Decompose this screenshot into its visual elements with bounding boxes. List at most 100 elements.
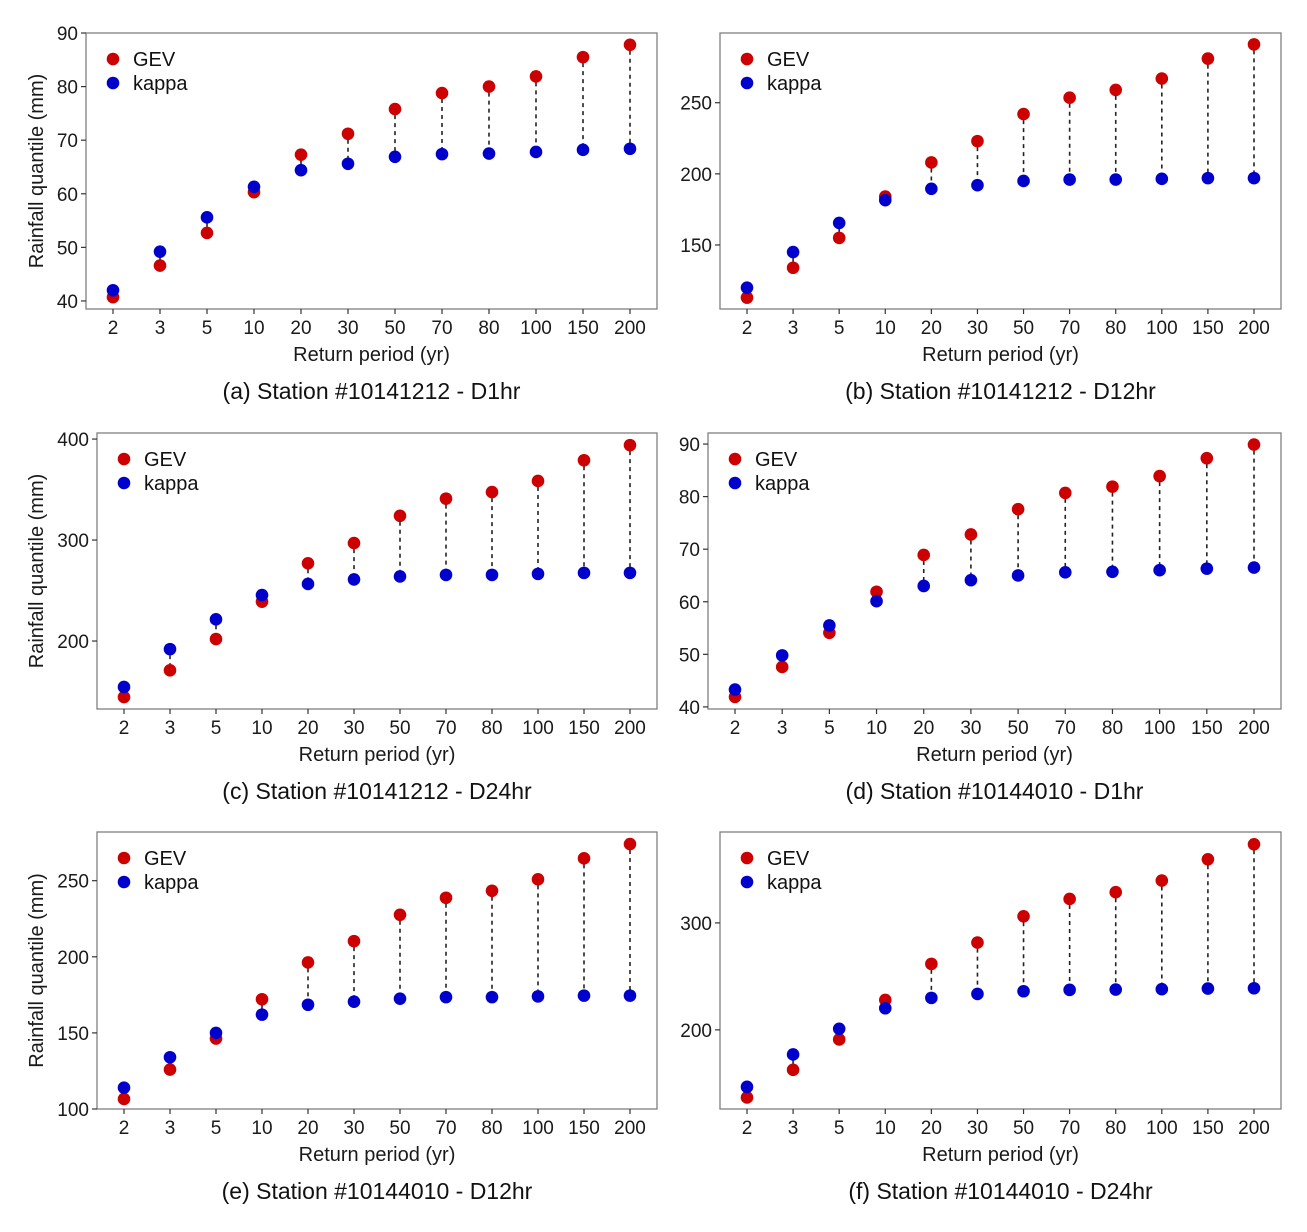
x-tick-label: 50 [384,318,405,339]
x-tick-label: 20 [297,718,318,739]
y-tick-label: 200 [680,165,712,186]
legend-label-gev: GEV [144,449,187,471]
point-gev [388,102,402,116]
point-gev [1247,837,1261,851]
x-tick-label: 20 [921,318,942,339]
x-tick-label: 30 [967,318,988,339]
x-tick-label: 20 [290,318,311,339]
x-tick-label: 80 [1105,318,1126,339]
x-tick-label: 2 [742,318,753,339]
point-kappa [1155,172,1169,186]
point-kappa [435,147,449,161]
point-gev [964,528,978,541]
x-tick-label: 200 [1238,718,1270,739]
point-kappa [439,990,453,1004]
y-tick-label: 250 [680,94,712,115]
point-gev [740,1091,754,1104]
x-tick-label: 100 [1144,718,1176,739]
x-tick-label: 200 [1238,1118,1270,1139]
point-kappa [393,992,407,1005]
point-gev [1109,885,1123,899]
x-tick-label: 150 [1192,318,1224,339]
x-tick-label: 80 [1105,1118,1126,1139]
point-gev [623,38,637,52]
point-gev [971,936,984,949]
point-gev [925,156,938,169]
x-tick-label: 10 [875,1118,896,1139]
x-tick-label: 30 [967,1118,988,1139]
y-tick-label: 200 [57,948,89,969]
x-tick-label: 5 [211,1118,222,1139]
legend-label-kappa: kappa [755,473,810,495]
legend-marker-gev [728,452,742,466]
legend-marker-gev [740,52,754,66]
legend-marker-kappa [740,875,754,889]
y-tick-label: 50 [679,645,700,666]
point-kappa [577,566,591,580]
point-gev [439,891,453,905]
legend-marker-gev [106,52,120,66]
point-kappa [623,142,637,156]
panel-b: 150 200 250 2 3 5 10 20 30 50 70 80 100 150 200 Return … [680,32,1282,404]
panel-caption: (a) Station #10141212 - D1hr [223,378,521,404]
point-kappa [1109,983,1123,996]
point-gev [786,261,800,275]
panel-caption: (b) Station #10141212 - D12hr [845,378,1156,404]
y-tick-label: 80 [57,78,78,99]
legend-label-kappa: kappa [133,73,188,95]
point-kappa [577,989,591,1002]
point-kappa [1155,982,1169,996]
x-tick-label: 3 [155,318,166,339]
point-kappa [255,1008,269,1021]
x-tick-label: 150 [568,1118,600,1139]
x-tick-label: 5 [834,318,845,339]
point-gev [1201,852,1215,866]
point-kappa [971,178,984,192]
point-kappa [740,281,754,294]
point-gev [301,556,315,570]
point-kappa [301,998,315,1012]
plot-frame [96,831,658,1110]
x-tick-label: 70 [431,318,452,339]
legend-label-kappa: kappa [767,872,822,894]
point-gev [832,231,846,245]
point-kappa [925,991,938,1005]
y-tick-label: 300 [57,531,89,552]
point-gev [163,1063,177,1076]
point-kappa [1201,171,1215,185]
legend-marker-kappa [117,875,131,889]
legend-marker-gev [117,851,131,865]
point-kappa [531,990,545,1003]
point-gev [925,957,938,971]
x-tick-label: 70 [435,1118,456,1139]
point-kappa [870,594,883,608]
x-tick-label: 50 [389,718,410,739]
x-tick-label: 2 [730,718,741,739]
point-gev [347,934,361,948]
panel-a: 40 50 60 70 80 90 2 3 5 10 20 30 50 70 80 100 150 200 Retu… [26,24,658,404]
x-tick-label: 50 [389,1118,410,1139]
x-tick-label: 30 [343,1118,364,1139]
point-gev [1247,438,1261,451]
point-kappa [1017,984,1030,998]
x-tick-label: 20 [913,718,934,739]
point-gev [482,80,496,93]
y-axis-title: Rainfall quantile (mm) [26,873,48,1068]
x-tick-label: 70 [1059,318,1080,339]
point-gev [623,438,637,452]
point-kappa [786,1048,800,1061]
point-gev [576,50,590,64]
point-gev [971,134,984,148]
x-tick-label: 100 [1146,318,1178,339]
y-tick-label: 150 [57,1024,89,1045]
point-gev [1247,38,1261,51]
point-gev [1109,83,1123,97]
y-tick-label: 90 [679,435,700,456]
legend-label-gev: GEV [133,49,176,71]
y-tick-label: 200 [680,1021,712,1042]
point-kappa [1200,562,1214,575]
point-gev [341,127,355,141]
point-kappa [1058,566,1072,579]
x-tick-label: 200 [1238,318,1270,339]
x-axis-title: Return period (yr) [299,744,456,766]
